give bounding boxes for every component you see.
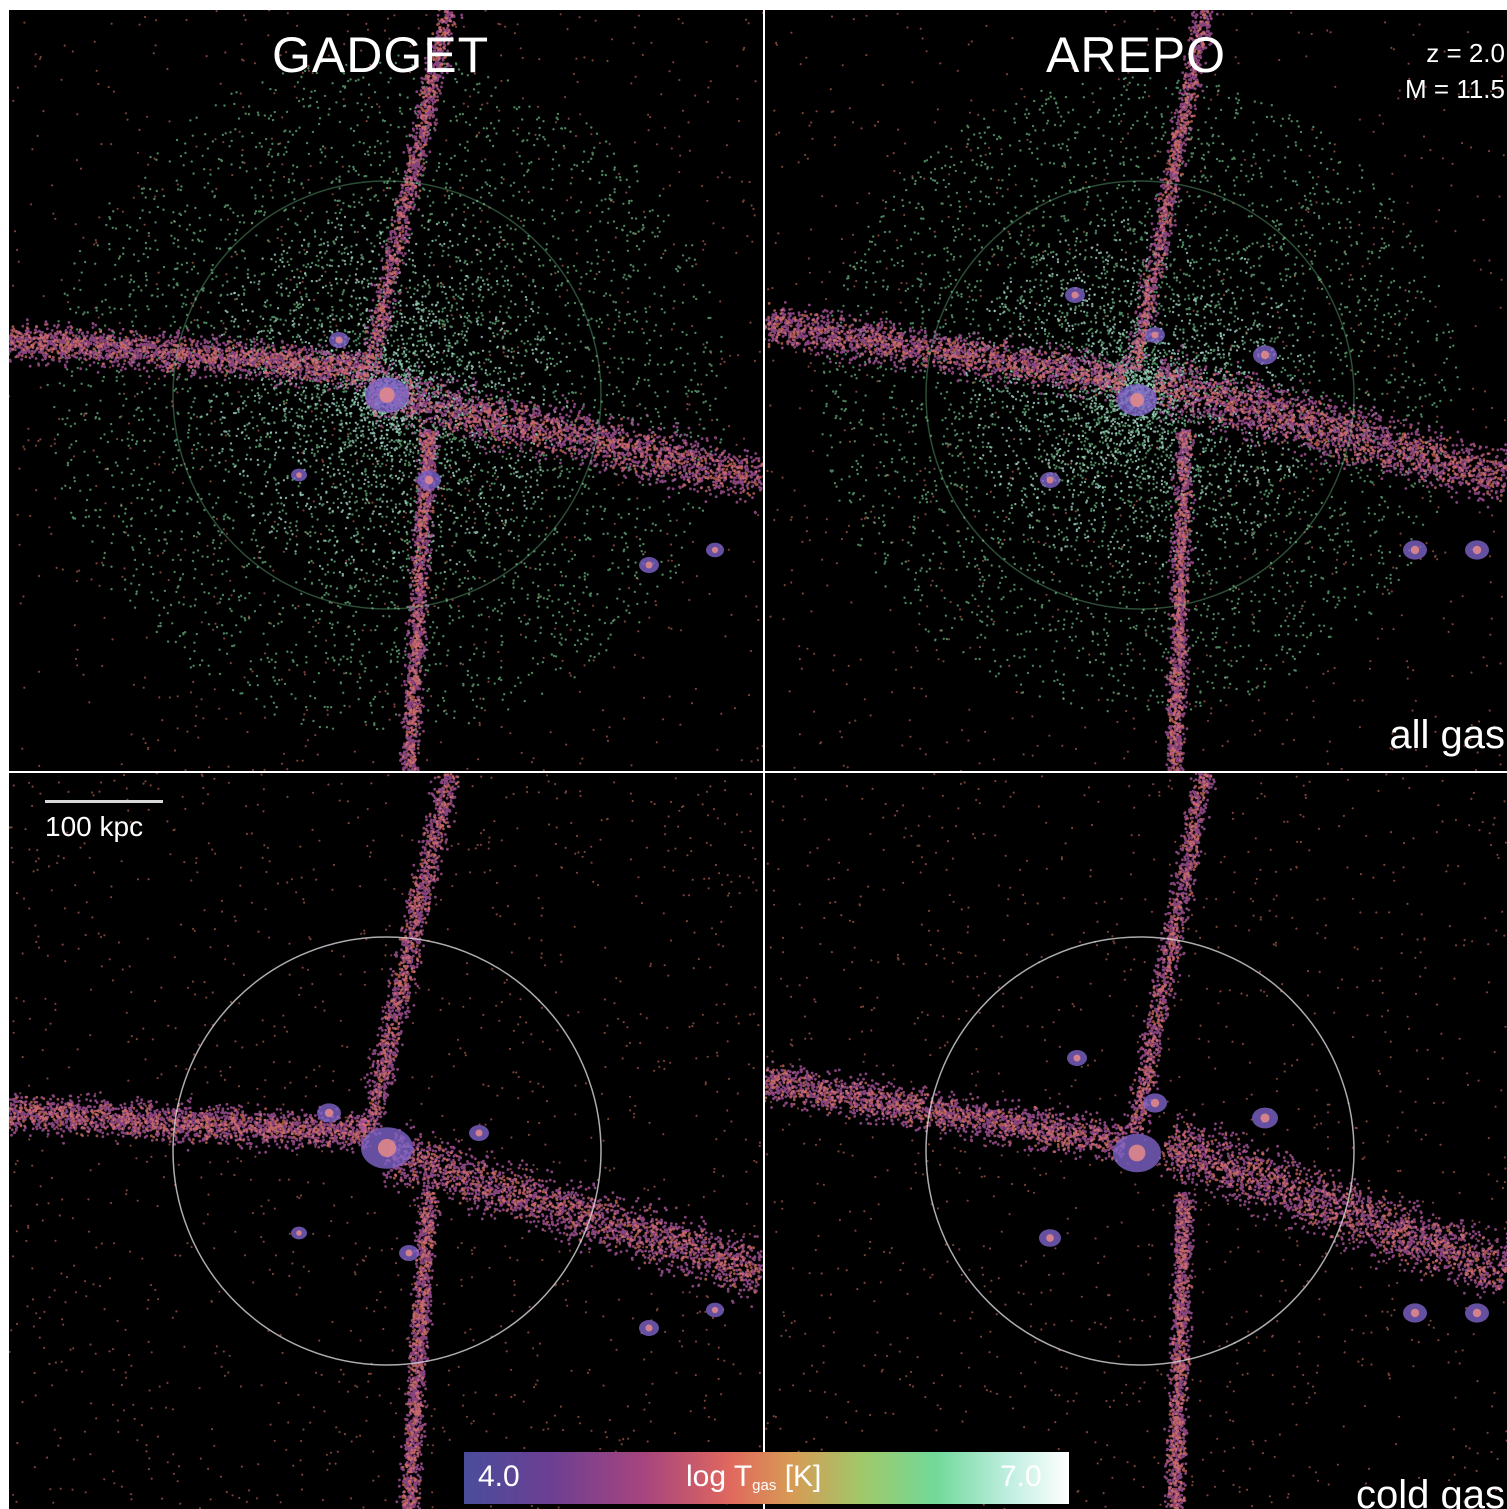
gadget-title: GADGET xyxy=(272,27,490,83)
mass-label: M = 11.5 xyxy=(1405,74,1505,104)
panel-arepo-cold-gas: cold gas xyxy=(765,773,1507,1509)
scale-bar xyxy=(45,800,163,803)
panel-gadget-all-gas: GADGET xyxy=(9,10,763,771)
arepo-cold-gas-image xyxy=(765,773,1507,1509)
panel-gadget-cold-gas: 100 kpc xyxy=(9,773,763,1509)
scale-bar-label: 100 kpc xyxy=(45,811,144,842)
panel-arepo-all-gas: AREPO z = 2.0 M = 11.5 all gas xyxy=(765,10,1507,771)
colorbar-unit: [K] xyxy=(784,1460,822,1493)
temperature-colorbar: 4.0 log Tgas [K] 7.0 xyxy=(464,1452,1069,1504)
gadget-all-gas-image xyxy=(9,10,763,771)
colorbar-min-label: 4.0 xyxy=(478,1460,520,1493)
colorbar-quantity-subscript: gas xyxy=(752,1477,777,1494)
arepo-title: AREPO xyxy=(1046,27,1227,83)
cold-gas-label: cold gas xyxy=(1356,1473,1505,1509)
colorbar-quantity: log T xyxy=(686,1460,753,1493)
arepo-all-gas-image xyxy=(765,10,1507,771)
redshift-label: z = 2.0 xyxy=(1426,38,1505,68)
gadget-cold-gas-image xyxy=(9,773,763,1509)
all-gas-label: all gas xyxy=(1389,713,1505,757)
colorbar-quantity-label: log Tgas [K] xyxy=(686,1460,822,1494)
colorbar-max-label: 7.0 xyxy=(1000,1460,1042,1493)
